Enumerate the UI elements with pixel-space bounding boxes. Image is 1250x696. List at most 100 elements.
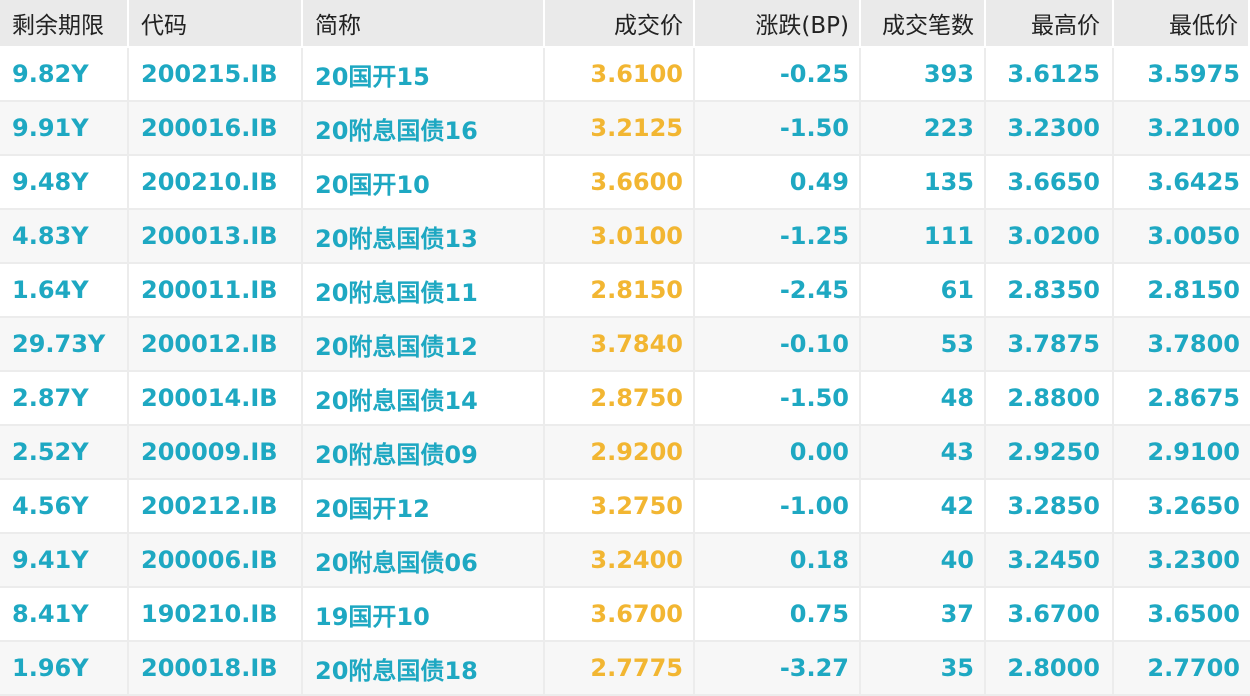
cell-short-name: 20附息国债13 [303,210,545,262]
cell-remaining-term: 9.82Y [0,48,129,100]
cell-high-price: 3.6650 [986,156,1114,208]
cell-short-name: 20附息国债09 [303,426,545,478]
cell-change-bp: -1.25 [695,210,861,262]
cell-code: 200009.IB [129,426,303,478]
cell-change-bp: 0.00 [695,426,861,478]
cell-change-bp: 0.18 [695,534,861,586]
cell-low-price: 3.7800 [1147,330,1240,358]
column-header-low-price[interactable]: 最低价 [1114,0,1250,46]
cell-remaining-term: 4.83Y [0,210,129,262]
cell-trade-count: 61 [861,264,986,316]
cell-remaining-term: 1.64Y [0,264,129,316]
cell-short-name: 20附息国债14 [303,372,545,424]
cell-trade-count: 111 [861,210,986,262]
cell-trade-count: 43 [861,426,986,478]
cell-code: 200016.IB [129,102,303,154]
cell-remaining-term: 29.73Y [0,318,129,370]
cell-code: 200011.IB [129,264,303,316]
cell-trade-price: 2.8150 [545,264,695,316]
cell-high-price: 3.2850 [986,480,1114,532]
cell-low-price: 2.8675 [1147,384,1240,412]
cell-short-name: 20国开12 [303,480,545,532]
cell-remaining-term: 2.87Y [0,372,129,424]
cell-short-name: 20附息国债18 [303,642,545,694]
cell-trade-count: 40 [861,534,986,586]
column-header-change-bp[interactable]: 涨跌(BP) [695,0,861,46]
cell-trade-price: 3.2125 [545,102,695,154]
cell-trade-count: 53 [861,318,986,370]
cell-trade-price: 2.8750 [545,372,695,424]
column-header-trade-count[interactable]: 成交笔数 [861,0,986,46]
cell-high-price: 3.0200 [986,210,1114,262]
cell-short-name: 20附息国债12 [303,318,545,370]
table-row[interactable]: 1.64Y 200011.IB 20附息国债11 2.8150 -2.45 61 2.835… [0,264,1250,318]
cell-short-name: 19国开10 [303,588,545,640]
cell-trade-count: 42 [861,480,986,532]
table-row[interactable]: 9.48Y 200210.IB 20国开10 3.6600 0.49 135 3.6650 3… [0,156,1250,210]
cell-high-price: 2.9250 [986,426,1114,478]
cell-high-price: 2.8350 [986,264,1114,316]
cell-trade-price: 3.6100 [545,48,695,100]
cell-high-price: 2.8000 [986,642,1114,694]
column-header-trade-price[interactable]: 成交价 [545,0,695,46]
cell-code: 200215.IB [129,48,303,100]
cell-low-price: 2.9100 [1147,438,1240,466]
cell-low-price: 3.6425 [1147,168,1240,196]
cell-code: 200210.IB [129,156,303,208]
table-row[interactable]: 9.91Y 200016.IB 20附息国债16 3.2125 -1.50 223 3.23… [0,102,1250,156]
cell-low-price: 3.2100 [1147,114,1240,142]
cell-remaining-term: 1.96Y [0,642,129,694]
cell-high-price: 3.2450 [986,534,1114,586]
table-row[interactable]: 2.87Y 200014.IB 20附息国债14 2.8750 -1.50 48 2.880… [0,372,1250,426]
cell-high-price: 2.8800 [986,372,1114,424]
table-row[interactable]: 8.41Y 190210.IB 19国开10 3.6700 0.75 37 3.6700 3.… [0,588,1250,642]
cell-trade-count: 35 [861,642,986,694]
table-row[interactable]: 9.82Y 200215.IB 20国开15 3.6100 -0.25 393 3.6125… [0,48,1250,102]
cell-code: 200006.IB [129,534,303,586]
cell-remaining-term: 4.56Y [0,480,129,532]
cell-code: 200018.IB [129,642,303,694]
cell-remaining-term: 9.91Y [0,102,129,154]
cell-high-price: 3.7875 [986,318,1114,370]
cell-trade-price: 3.7840 [545,318,695,370]
table-row[interactable]: 2.52Y 200009.IB 20附息国债09 2.9200 0.00 43 2.9250… [0,426,1250,480]
column-header-short-name[interactable]: 简称 [303,0,545,46]
cell-low-price: 2.8150 [1147,276,1240,304]
cell-change-bp: -1.00 [695,480,861,532]
cell-short-name: 20附息国债06 [303,534,545,586]
cell-code: 200013.IB [129,210,303,262]
column-header-code[interactable]: 代码 [129,0,303,46]
cell-trade-price: 3.0100 [545,210,695,262]
table-row[interactable]: 1.96Y 200018.IB 20附息国债18 2.7775 -3.27 35 2.800… [0,642,1250,696]
cell-low-price: 3.2300 [1147,546,1240,574]
cell-low-price: 3.2650 [1147,492,1240,520]
cell-trade-price: 2.7775 [545,642,695,694]
cell-trade-price: 3.6600 [545,156,695,208]
table-row[interactable]: 4.83Y 200013.IB 20附息国债13 3.0100 -1.25 111 3.02… [0,210,1250,264]
cell-short-name: 20国开10 [303,156,545,208]
cell-code: 200012.IB [129,318,303,370]
table-header-row: 剩余期限 代码 简称 成交价 涨跌(BP) 成交笔数 最高价 最低价 [0,0,1250,48]
column-header-high-price[interactable]: 最高价 [986,0,1114,46]
cell-change-bp: -0.25 [695,48,861,100]
cell-low-price: 3.6500 [1147,600,1240,628]
cell-trade-price: 2.9200 [545,426,695,478]
cell-change-bp: -1.50 [695,102,861,154]
cell-trade-count: 135 [861,156,986,208]
table-row[interactable]: 4.56Y 200212.IB 20国开12 3.2750 -1.00 42 3.2850 3… [0,480,1250,534]
column-header-remaining-term[interactable]: 剩余期限 [0,0,129,46]
cell-trade-price: 3.2750 [545,480,695,532]
cell-trade-count: 37 [861,588,986,640]
cell-code: 200212.IB [129,480,303,532]
table-row[interactable]: 29.73Y 200012.IB 20附息国债12 3.7840 -0.10 53 3.78… [0,318,1250,372]
cell-remaining-term: 9.48Y [0,156,129,208]
table-row[interactable]: 9.41Y 200006.IB 20附息国债06 3.2400 0.18 40 3.2450… [0,534,1250,588]
cell-change-bp: -3.27 [695,642,861,694]
cell-code: 200014.IB [129,372,303,424]
cell-high-price: 3.2300 [986,102,1114,154]
cell-high-price: 3.6700 [986,588,1114,640]
cell-change-bp: 0.75 [695,588,861,640]
cell-trade-price: 3.2400 [545,534,695,586]
cell-change-bp: -2.45 [695,264,861,316]
